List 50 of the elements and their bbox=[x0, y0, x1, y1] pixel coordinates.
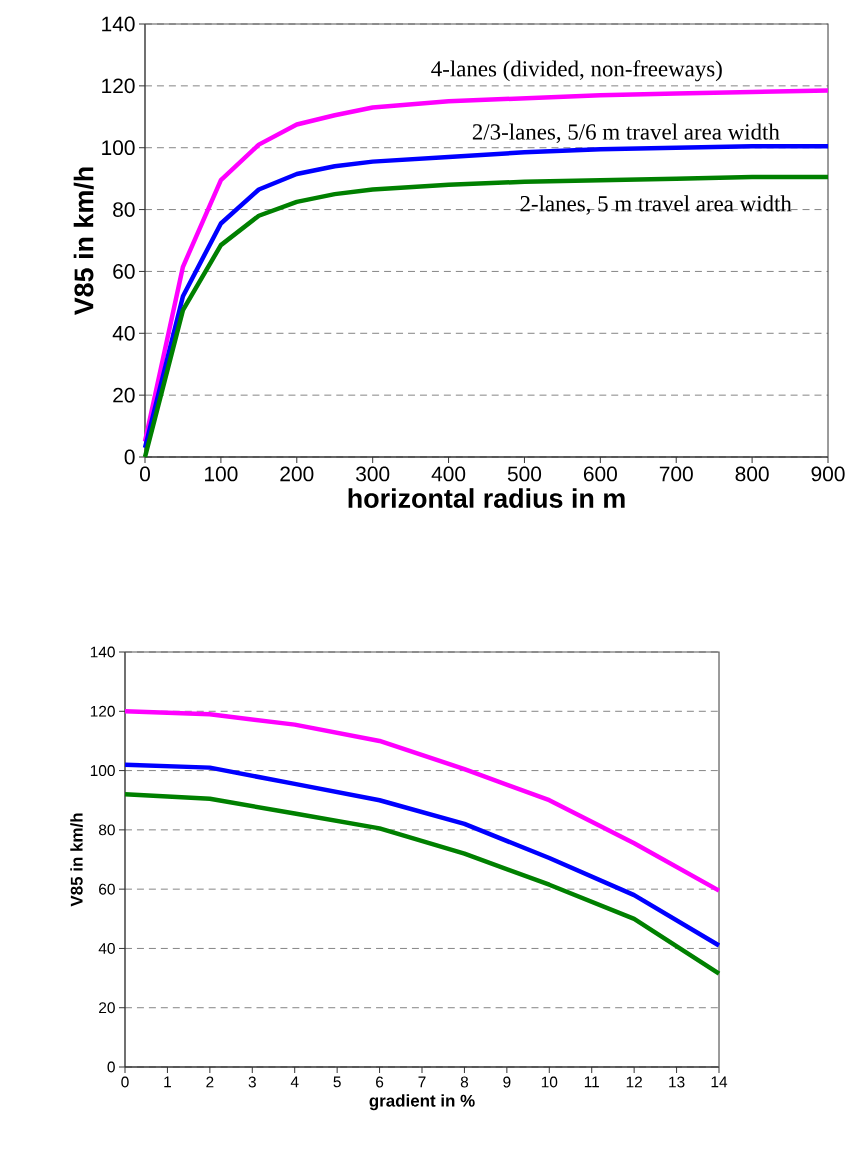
x-tick-label: 0 bbox=[140, 466, 150, 482]
x-tick-label: 7 bbox=[418, 1076, 426, 1088]
y-tick-label: 80 bbox=[113, 202, 135, 217]
y-tick-label: 60 bbox=[99, 883, 115, 895]
x-tick-label: 500 bbox=[507, 466, 542, 482]
x-tick-label: 4 bbox=[290, 1076, 299, 1088]
y-tick-label: 40 bbox=[98, 942, 115, 954]
y-tick-label: 40 bbox=[112, 325, 135, 341]
x-tick-label: 13 bbox=[669, 1076, 685, 1088]
y-tick-label: 120 bbox=[90, 705, 115, 717]
y-tick-label: 80 bbox=[98, 824, 115, 836]
x-tick-label: 800 bbox=[735, 466, 769, 482]
x-tick-label: 5 bbox=[333, 1076, 341, 1088]
x-tick-label: 100 bbox=[205, 466, 238, 482]
y-axis-title: V85 in km/h bbox=[73, 167, 94, 316]
y-tick-label: 0 bbox=[124, 449, 135, 465]
series-label: 2/3-lanes, 5/6 m travel area width bbox=[472, 123, 780, 143]
y-tick-label: 140 bbox=[102, 16, 135, 32]
series-label: 4-lanes (divided, non-freeways) bbox=[431, 60, 722, 82]
x-tick-label: 900 bbox=[811, 466, 845, 482]
line-series bbox=[122, 792, 722, 976]
x-tick-label: 2 bbox=[206, 1076, 214, 1088]
y-tick-label: 100 bbox=[102, 140, 135, 156]
y-tick-label: 20 bbox=[99, 1002, 115, 1014]
x-tick-label: 8 bbox=[460, 1076, 469, 1088]
y-tick-label: 140 bbox=[90, 646, 115, 658]
line-series bbox=[122, 709, 722, 893]
y-tick-label: 120 bbox=[102, 78, 135, 94]
x-axis-title: gradient in % bbox=[369, 1094, 475, 1111]
y-tick-label: 20 bbox=[113, 387, 135, 403]
y-tick-label: 60 bbox=[113, 264, 135, 279]
x-tick-label: 6 bbox=[376, 1076, 384, 1088]
series-label: 2-lanes, 5 m travel area width bbox=[520, 195, 792, 215]
x-tick-label: 12 bbox=[626, 1076, 642, 1088]
x-tick-label: 14 bbox=[711, 1076, 728, 1088]
x-tick-label: 11 bbox=[584, 1076, 599, 1088]
y-tick-label: 100 bbox=[90, 765, 115, 777]
x-tick-label: 200 bbox=[280, 466, 314, 482]
x-tick-label: 3 bbox=[248, 1076, 256, 1088]
x-tick-label: 600 bbox=[583, 466, 617, 482]
y-tick-label: 0 bbox=[107, 1061, 115, 1073]
line-series bbox=[122, 762, 722, 948]
x-tick-label: 700 bbox=[659, 466, 693, 482]
x-tick-label: 1 bbox=[164, 1076, 171, 1088]
y-axis-title: V85 in km/h bbox=[70, 813, 83, 907]
x-axis-title: horizontal radius in m bbox=[348, 488, 625, 508]
x-tick-label: 400 bbox=[431, 466, 466, 482]
x-tick-label: 9 bbox=[503, 1076, 511, 1088]
x-tick-label: 10 bbox=[541, 1076, 558, 1088]
x-tick-label: 300 bbox=[356, 466, 390, 482]
